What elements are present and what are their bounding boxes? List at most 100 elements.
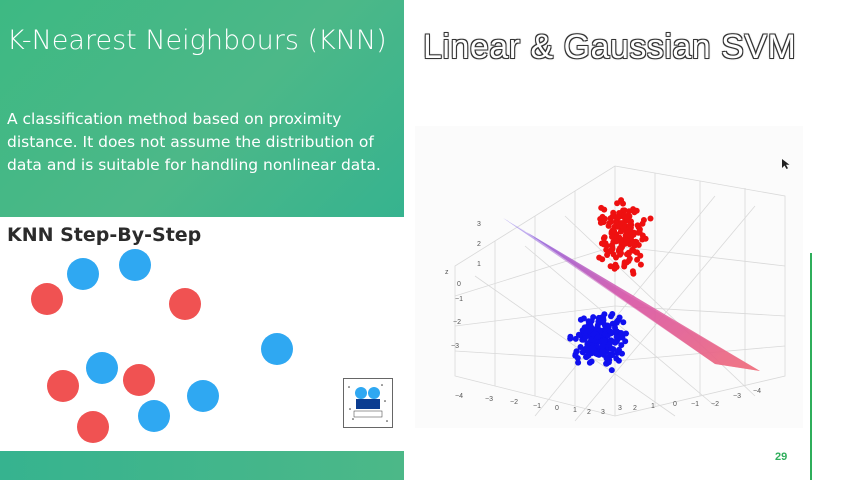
svm-point-blue	[610, 346, 617, 353]
knn-point-blue	[138, 400, 170, 432]
svm-point-red	[616, 222, 623, 229]
svm-point-blue	[583, 344, 590, 351]
svg-text:2: 2	[477, 241, 481, 248]
svm-point-blue	[597, 327, 603, 334]
svm-point-blue	[620, 319, 627, 326]
svm-point-red	[596, 254, 603, 261]
mouse-cursor-icon	[782, 159, 790, 169]
knn-point-blue	[67, 258, 99, 290]
knn-point-red	[47, 370, 79, 402]
svm-point-blue	[616, 314, 623, 321]
svm-point-red	[626, 226, 633, 232]
knn-step-title: KNN Step-By-Step	[7, 224, 202, 246]
svm-point-red	[639, 232, 646, 239]
svm-point-red	[634, 249, 640, 256]
svg-text:2: 2	[587, 409, 591, 416]
svg-text:−3: −3	[733, 393, 741, 400]
svm-point-blue	[594, 333, 601, 340]
svg-text:−2: −2	[510, 399, 518, 406]
svm-point-red	[631, 240, 638, 247]
svm-point-red	[624, 215, 631, 222]
svm-point-blue	[594, 351, 601, 358]
svg-text:0: 0	[555, 405, 559, 412]
knn-point-red	[169, 288, 201, 320]
svm-point-blue	[609, 352, 615, 359]
knn-description: A classification method based on proximi…	[7, 110, 381, 174]
svm-point-blue	[616, 346, 622, 353]
svm-point-red	[597, 219, 604, 226]
knn-point-red	[77, 411, 109, 443]
svm-point-red	[626, 231, 632, 238]
svm-point-red	[613, 238, 620, 245]
svm-point-red	[626, 255, 633, 262]
svm-point-blue	[575, 359, 582, 366]
svm-point-red	[604, 252, 611, 258]
right-accent-line	[810, 253, 812, 480]
svm-point-blue	[588, 358, 595, 365]
svm-point-red	[647, 215, 654, 222]
svg-text:3: 3	[618, 405, 622, 412]
svg-text:−1: −1	[533, 403, 541, 410]
svm-point-blue	[567, 335, 574, 342]
svg-text:1: 1	[573, 407, 577, 414]
svg-text:−4: −4	[455, 393, 463, 400]
svm-point-red	[621, 263, 628, 270]
knn-header-panel: K-Nearest Neighbours (KNN) A classificat…	[0, 0, 404, 217]
knn-logo-icon	[343, 378, 393, 428]
svm-point-blue	[577, 344, 584, 350]
svm-point-red	[609, 243, 616, 250]
svm-point-blue	[613, 355, 620, 362]
svg-text:−2: −2	[453, 319, 461, 326]
svm-point-red	[600, 235, 607, 242]
svm-point-red	[600, 241, 607, 248]
svm-point-blue	[584, 352, 591, 359]
svm-point-blue	[588, 336, 595, 343]
svm-point-blue	[599, 343, 606, 349]
svm-point-blue	[582, 334, 589, 341]
svm-point-red	[634, 256, 641, 263]
svm-point-blue	[589, 344, 596, 351]
svm-point-red	[613, 264, 620, 270]
svg-text:1: 1	[651, 403, 655, 410]
svg-text:3: 3	[477, 221, 481, 228]
svm-point-blue	[595, 315, 602, 322]
svg-text:−4: −4	[753, 388, 761, 395]
svm-point-red	[598, 204, 605, 211]
svm-point-red	[606, 220, 613, 226]
svm-point-blue	[608, 367, 615, 374]
svm-point-blue	[605, 359, 612, 366]
svm-point-red	[614, 200, 621, 207]
svg-text:3: 3	[601, 409, 605, 416]
svm-point-blue	[618, 330, 625, 337]
svm-point-blue	[577, 316, 584, 323]
svg-text:0: 0	[457, 281, 461, 288]
svm-point-red	[613, 254, 619, 261]
svm-point-blue	[573, 348, 580, 355]
svm-3d-plot-image: 3 2 1 z 0 −1 −2 −3 −4 −3 −2 −1 0 1 2 3 3 2 1 0 −1 −2 −3…	[415, 126, 803, 428]
svg-text:−3: −3	[485, 396, 493, 403]
page-number: 29	[775, 451, 788, 463]
svm-point-red	[633, 207, 640, 214]
svg-text:z: z	[445, 269, 449, 276]
svm-point-blue	[607, 328, 614, 335]
svm-point-red	[609, 213, 616, 220]
svm-point-blue	[601, 331, 608, 337]
svm-point-blue	[585, 318, 592, 325]
knn-point-blue	[187, 380, 219, 412]
svg-text:1: 1	[477, 261, 481, 268]
svm-point-red	[599, 213, 606, 220]
knn-point-red	[123, 364, 155, 396]
svg-text:−2: −2	[711, 401, 719, 408]
svm-point-red	[623, 237, 630, 244]
svg-text:−1: −1	[691, 401, 699, 408]
svm-point-blue	[623, 330, 629, 337]
knn-point-blue	[261, 333, 293, 365]
svg-text:2: 2	[633, 405, 637, 412]
svm-point-red	[618, 250, 624, 257]
svm-point-red	[617, 245, 623, 252]
svm-point-blue	[587, 323, 594, 330]
svm-point-blue	[579, 349, 586, 356]
svm-point-red	[609, 227, 616, 234]
svm-point-red	[629, 268, 636, 275]
svg-text:−3: −3	[451, 343, 459, 350]
